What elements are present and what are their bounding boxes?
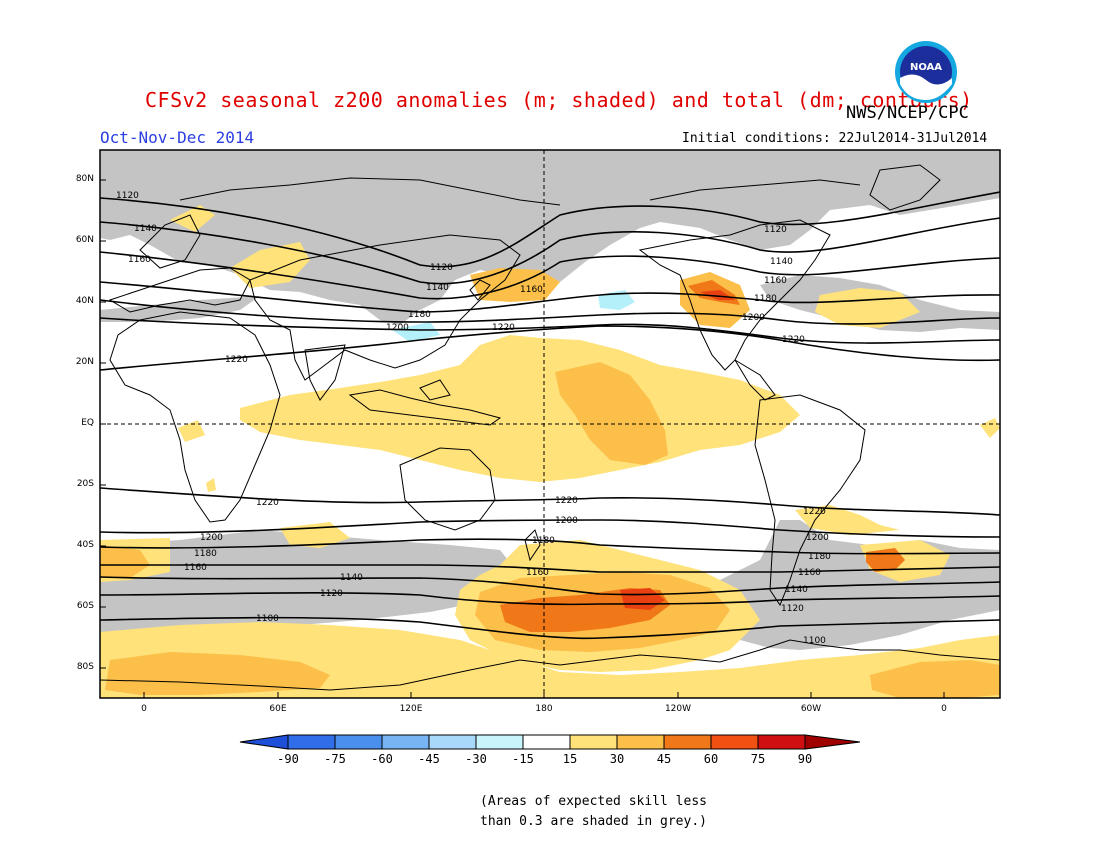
skill-footnote-line2: than 0.3 are shaded in grey.) bbox=[480, 814, 707, 829]
initial-conditions-label: Initial conditions: 22Jul2014-31Jul2014 bbox=[682, 131, 988, 146]
lat-label-eq: EQ bbox=[81, 418, 94, 428]
colorbar-label-30: 30 bbox=[609, 752, 625, 766]
skill-footnote-line1: (Areas of expected skill less bbox=[480, 794, 707, 809]
colorbar bbox=[239, 734, 861, 750]
colorbar-label-neg90: -90 bbox=[277, 752, 299, 766]
colorbar-label-neg45: -45 bbox=[418, 752, 440, 766]
colorbar-seg-8 bbox=[616, 734, 665, 750]
contour-label-1200: 1200 bbox=[386, 323, 409, 333]
colorbar-seg-9 bbox=[663, 734, 712, 750]
colorbar-label-15: 15 bbox=[562, 752, 578, 766]
chart-title: CFSv2 seasonal z200 anomalies (m; shaded… bbox=[145, 88, 973, 112]
contour-label-1160b: 1160 bbox=[520, 285, 543, 295]
lon-label-180: 180 bbox=[535, 704, 553, 714]
contour-label-1220: 1220 bbox=[492, 323, 515, 333]
contour-label-1120b: 1120 bbox=[430, 263, 453, 273]
contour-label-1180: 1180 bbox=[408, 310, 431, 320]
noaa-logo: NOAA bbox=[895, 41, 957, 103]
colorbar-label-neg60: -60 bbox=[371, 752, 393, 766]
lon-label-0: 0 bbox=[141, 704, 147, 714]
contour-label-1160: 1160 bbox=[128, 255, 151, 265]
contour-label-sh-1140b: 1140 bbox=[785, 585, 808, 595]
contour-label-1200c: 1200 bbox=[742, 313, 765, 323]
lon-label-60e: 60E bbox=[269, 704, 287, 714]
lat-label-60n: 60N bbox=[75, 235, 94, 245]
contour-label-sh-1220: 1220 bbox=[256, 498, 279, 508]
contour-label-1220d: 1220 bbox=[782, 335, 805, 345]
lat-label-80s: 80S bbox=[76, 662, 94, 672]
contour-label-1140c: 1140 bbox=[770, 257, 793, 267]
contour-label-1120c: 1120 bbox=[764, 225, 787, 235]
lat-label-20s: 20S bbox=[76, 479, 94, 489]
colorbar-seg-5 bbox=[475, 734, 524, 750]
contour-label-1220c: 1220 bbox=[225, 355, 248, 365]
svg-text:NOAA: NOAA bbox=[910, 62, 942, 73]
colorbar-seg-6 bbox=[522, 734, 571, 750]
colorbar-arrow-left bbox=[239, 734, 289, 750]
colorbar-seg-1 bbox=[287, 734, 336, 750]
contour-label-1140b: 1140 bbox=[426, 283, 449, 293]
contour-label-1180c: 1180 bbox=[754, 294, 777, 304]
skill-footnote: (Areas of expected skill less than 0.3 a… bbox=[480, 792, 707, 832]
lon-label-120w: 120W bbox=[664, 704, 692, 714]
colorbar-seg-7 bbox=[569, 734, 618, 750]
lat-label-60s: 60S bbox=[76, 601, 94, 611]
lon-label-60w: 60W bbox=[800, 704, 822, 714]
coastlines bbox=[100, 164, 1000, 691]
tick-marks bbox=[100, 179, 945, 698]
lat-label-40s: 40S bbox=[76, 540, 94, 550]
lat-label-40n: 40N bbox=[75, 296, 94, 306]
colorbar-seg-3 bbox=[381, 734, 430, 750]
contour-label-sh-1200c: 1200 bbox=[806, 533, 829, 543]
colorbar-label-60: 60 bbox=[703, 752, 719, 766]
colorbar-label-neg15: -15 bbox=[512, 752, 534, 766]
contour-label-sh-1100b: 1100 bbox=[803, 636, 826, 646]
grid-lines bbox=[100, 150, 1000, 698]
contour-label-sh-1160b: 1160 bbox=[526, 568, 549, 578]
lat-label-20n: 20N bbox=[75, 357, 94, 367]
contour-label-sh-1160c: 1160 bbox=[798, 568, 821, 578]
contour-label-sh-1160: 1160 bbox=[184, 563, 207, 573]
contour-label-sh-1140: 1140 bbox=[340, 573, 363, 583]
agency-label: NWS/NCEP/CPC bbox=[846, 103, 969, 123]
contour-label-1140: 1140 bbox=[134, 224, 157, 234]
height-contours bbox=[100, 191, 1000, 640]
contour-label-1120: 1120 bbox=[116, 191, 139, 201]
contour-label-sh-1100: 1100 bbox=[256, 614, 279, 624]
contour-label-sh-1180c: 1180 bbox=[808, 552, 831, 562]
contour-label-sh-1180: 1180 bbox=[194, 549, 217, 559]
lon-label-0-right: 0 bbox=[941, 704, 947, 714]
lat-label-80n: 80N bbox=[75, 174, 94, 184]
colorbar-seg-4 bbox=[428, 734, 477, 750]
colorbar-label-neg75: -75 bbox=[324, 752, 346, 766]
contour-label-sh-1120b: 1120 bbox=[781, 604, 804, 614]
colorbar-arrow-right bbox=[804, 734, 861, 750]
contour-labels: 1120 1140 1160 1120 1140 1160 1180 1200 … bbox=[116, 191, 831, 646]
contour-label-sh-1220c: 1220 bbox=[803, 507, 826, 517]
contour-label-sh-1220b: 1220 bbox=[555, 496, 578, 506]
contour-label-1160c: 1160 bbox=[764, 276, 787, 286]
colorbar-seg-10 bbox=[710, 734, 759, 750]
contour-label-sh-1200b: 1200 bbox=[200, 533, 223, 543]
colorbar-label-45: 45 bbox=[656, 752, 672, 766]
colorbar-label-75: 75 bbox=[750, 752, 766, 766]
contour-label-sh-1180b: 1180 bbox=[532, 536, 555, 546]
colorbar-seg-2 bbox=[334, 734, 383, 750]
colorbar-seg-11 bbox=[757, 734, 806, 750]
season-label: Oct-Nov-Dec 2014 bbox=[100, 128, 255, 147]
contour-label-sh-1200: 1200 bbox=[555, 516, 578, 526]
colorbar-label-90: 90 bbox=[797, 752, 813, 766]
lon-label-120e: 120E bbox=[399, 704, 423, 714]
colorbar-label-neg30: -30 bbox=[465, 752, 487, 766]
contour-label-sh-1120: 1120 bbox=[320, 589, 343, 599]
